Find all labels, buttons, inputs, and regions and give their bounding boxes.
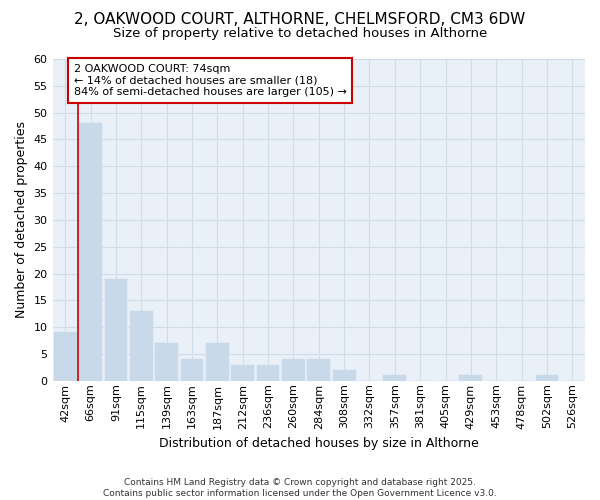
Bar xyxy=(79,124,102,381)
Bar xyxy=(181,360,203,381)
X-axis label: Distribution of detached houses by size in Althorne: Distribution of detached houses by size … xyxy=(159,437,479,450)
Text: Contains HM Land Registry data © Crown copyright and database right 2025.
Contai: Contains HM Land Registry data © Crown c… xyxy=(103,478,497,498)
Bar xyxy=(231,364,254,381)
Bar xyxy=(282,360,305,381)
Bar xyxy=(257,364,280,381)
Bar xyxy=(206,343,229,381)
Bar xyxy=(460,376,482,381)
Y-axis label: Number of detached properties: Number of detached properties xyxy=(15,122,28,318)
Text: 2, OAKWOOD COURT, ALTHORNE, CHELMSFORD, CM3 6DW: 2, OAKWOOD COURT, ALTHORNE, CHELMSFORD, … xyxy=(74,12,526,28)
Bar xyxy=(536,376,559,381)
Text: Size of property relative to detached houses in Althorne: Size of property relative to detached ho… xyxy=(113,28,487,40)
Bar xyxy=(155,343,178,381)
Bar xyxy=(307,360,330,381)
Bar xyxy=(130,311,152,381)
Bar xyxy=(333,370,356,381)
Bar xyxy=(383,376,406,381)
Bar xyxy=(104,279,127,381)
Bar xyxy=(54,332,77,381)
Text: 2 OAKWOOD COURT: 74sqm
← 14% of detached houses are smaller (18)
84% of semi-det: 2 OAKWOOD COURT: 74sqm ← 14% of detached… xyxy=(74,64,347,97)
